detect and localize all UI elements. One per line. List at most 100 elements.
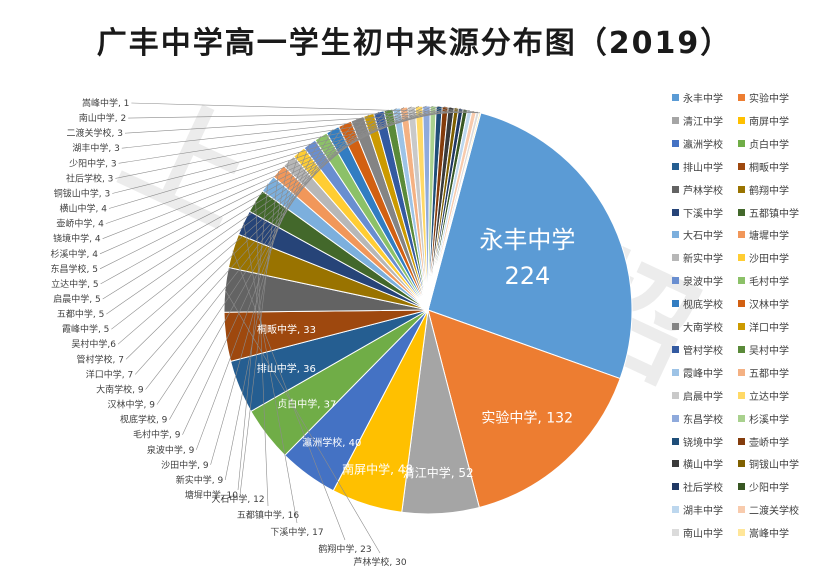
legend-item: 永丰中学 [672,90,723,105]
data-label: 汉林中学, 9 [108,399,156,411]
data-label: 社后学校, 3 [66,172,113,184]
legend-swatch [738,277,745,285]
legend-label: 排山中学 [683,162,723,174]
legend-item: 五都镇中学 [738,205,799,220]
pie-slice [427,112,633,380]
pie-slice [427,309,621,509]
legend-label: 南山中学 [683,529,723,541]
leader-line [237,183,269,491]
legend-label: 东昌学校 [683,414,723,426]
data-label: 泉波中学, 9 [147,444,195,456]
legend-label: 下溪中学 [683,208,723,220]
data-label: 嵩峰中学, 1 [82,97,129,109]
legend-swatch [672,483,679,491]
legend-swatch [738,300,745,308]
leader-line [145,118,358,390]
leader-line [224,289,381,554]
data-label: 五都镇中学, 16 [237,509,299,521]
legend-item: 毛村中学 [738,273,789,288]
legend-label: 嵩峰中学 [749,529,789,541]
legend-label: 实验中学 [749,94,789,105]
legend-item: 芦林学校 [672,182,723,197]
leader-line [224,160,289,480]
legend-swatch [738,254,745,262]
legend-label: 管村学校 [683,345,723,357]
legend-label: 横山中学 [683,460,723,472]
legend-swatch [672,414,679,422]
legend-label: 启晨中学 [683,391,723,403]
legend-swatch [738,139,745,147]
legend-label: 立达中学 [749,391,789,403]
data-label: 湖丰中学, 3 [72,142,119,154]
legend-swatch [738,460,745,468]
legend-label: 杉溪中学 [749,414,789,426]
legend-label: 壶峤中学 [749,437,789,449]
legend-label: 霞峰中学 [683,368,723,380]
data-label: 五都中学, 5 [57,308,104,320]
data-label: 毛村中学, 9 [133,429,181,441]
leader-line [121,110,470,149]
leader-line [105,106,446,224]
leader-line [118,109,466,164]
legend-label: 枧底学校 [683,300,723,312]
legend-item: 洋口中学 [738,319,789,334]
legend-label: 毛村中学 [749,277,789,289]
legend-swatch [672,300,679,308]
data-label: 枧底学校, 9 [120,414,168,426]
data-label: 下溪中学, 17 [270,526,323,538]
legend-swatch [672,208,679,216]
legend-label: 社后学校 [683,483,723,495]
legend-item: 鹤翔中学 [738,182,789,197]
data-label: 大南学校, 9 [96,384,144,396]
legend-swatch [672,231,679,239]
data-label: 壶峤中学, 4 [56,218,104,230]
legend-item: 沙田中学 [738,250,789,265]
legend-swatch [672,345,679,353]
legend-item: 铙境中学 [672,434,723,449]
data-label: 永丰中学 [479,226,575,254]
legend-swatch [738,506,745,514]
legend-label: 贞白中学 [749,139,789,151]
leader-line [115,108,462,179]
legend-label: 洋口中学 [749,323,789,334]
legend-swatch [672,368,679,376]
legend-label: 沙田中学 [749,254,789,266]
legend-item: 少阳中学 [738,479,789,494]
leader-line [232,250,346,541]
data-label: 实验中学, 132 [481,410,573,426]
legend-item: 吴村中学 [738,342,789,357]
data-label: 吴村中学,6 [71,338,116,350]
data-label: 南屏中学, 48 [342,462,413,477]
legend-swatch [672,437,679,445]
legend-item: 二渡关学校 [738,502,799,517]
legend-label: 泉波中学 [683,277,723,289]
legend-swatch [738,208,745,216]
legend-label: 瀛洲学校 [683,139,723,151]
legend-swatch [672,162,679,170]
leader-line [239,171,279,496]
legend-item: 大南学校 [672,319,723,334]
legend-item: 霞峰中学 [672,365,723,380]
leader-line [169,129,333,420]
data-label: 贞白中学, 37 [277,397,336,410]
data-label: 铜钹山中学, 3 [54,188,110,200]
legend-label: 湖丰中学 [683,506,723,518]
leader-line [112,107,457,194]
legend-item: 湖丰中学 [672,502,723,517]
leader-line [255,200,269,507]
legend-item: 桐畈中学 [738,159,789,174]
data-label: 鹤翔中学, 23 [318,543,371,555]
legend-label: 新实中学 [683,254,723,266]
legend-swatch [738,162,745,170]
pie-slices [223,105,633,515]
legend-item: 五都中学 [738,365,789,380]
legend-swatch [738,94,745,101]
data-label: 大石中学, 12 [211,493,264,505]
legend-item: 排山中学 [672,159,723,174]
data-label: 霞峰中学, 5 [62,323,109,335]
legend-label: 大南学校 [683,323,723,334]
legend-swatch [738,391,745,399]
legend-item: 壶峤中学 [738,434,789,449]
legend-item: 塘墀中学 [738,227,789,242]
